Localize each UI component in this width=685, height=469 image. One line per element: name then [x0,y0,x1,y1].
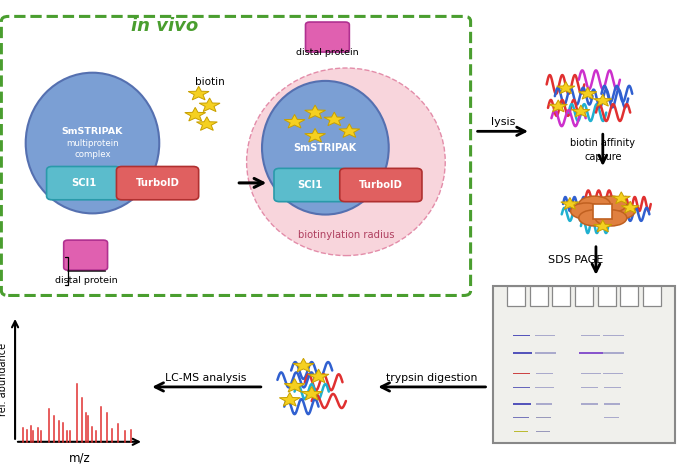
Text: biotinylation radius: biotinylation radius [298,229,394,240]
Ellipse shape [262,81,389,215]
Text: SDS PAGE: SDS PAGE [548,255,603,265]
FancyBboxPatch shape [306,22,349,52]
Polygon shape [308,369,329,383]
Polygon shape [305,129,325,142]
Polygon shape [199,98,220,112]
Polygon shape [561,197,579,209]
Ellipse shape [595,210,627,226]
Bar [513,387,530,388]
Ellipse shape [571,203,602,219]
Polygon shape [549,100,567,112]
Bar [603,352,624,354]
Polygon shape [279,393,300,406]
Ellipse shape [603,203,635,219]
Polygon shape [301,386,322,400]
Text: SmSTRIPAK: SmSTRIPAK [62,127,123,136]
Polygon shape [197,117,217,130]
Bar [581,334,600,336]
Ellipse shape [579,196,610,212]
Bar [604,417,619,418]
Text: biotin affinity
capture: biotin affinity capture [571,138,635,162]
Bar [512,352,532,354]
Bar [603,373,623,374]
Bar [536,417,551,418]
Bar [604,403,621,405]
Bar [514,431,527,432]
FancyBboxPatch shape [116,166,199,200]
FancyBboxPatch shape [340,168,422,202]
FancyBboxPatch shape [64,240,108,270]
Bar [493,286,675,443]
Polygon shape [284,114,305,128]
Bar [582,403,597,405]
Bar [620,286,638,306]
Polygon shape [284,378,305,392]
Text: multiprotein: multiprotein [66,138,119,148]
Text: LC-MS analysis: LC-MS analysis [165,372,246,383]
Bar [535,352,556,354]
Text: biotin: biotin [195,77,225,87]
FancyBboxPatch shape [274,168,347,202]
Polygon shape [579,87,597,99]
Bar [536,431,550,432]
Text: TurboID: TurboID [359,180,403,190]
Bar [513,403,532,405]
Text: rel. abundance: rel. abundance [0,342,8,416]
Text: distal protein: distal protein [55,276,118,285]
Bar [513,417,529,418]
Bar [536,403,552,405]
Bar [580,352,607,354]
Bar [603,387,621,388]
Text: distal protein: distal protein [296,48,359,57]
Text: in vivo: in vivo [131,17,198,35]
Bar [597,286,616,306]
Polygon shape [188,86,209,100]
Ellipse shape [579,210,610,226]
Polygon shape [339,124,360,137]
Bar [580,373,601,374]
Text: TurboID: TurboID [136,178,179,188]
Polygon shape [305,105,325,119]
Ellipse shape [26,73,159,213]
Polygon shape [594,220,612,232]
Ellipse shape [247,68,445,256]
Polygon shape [185,107,206,121]
Polygon shape [612,192,630,204]
Bar [581,387,599,388]
Text: SCI1: SCI1 [71,178,97,188]
Text: m/z: m/z [68,452,90,465]
FancyBboxPatch shape [47,166,121,200]
Bar [552,286,571,306]
Text: SmSTRIPAK: SmSTRIPAK [294,143,357,153]
Polygon shape [557,82,575,93]
Ellipse shape [595,196,627,212]
Polygon shape [594,94,612,106]
Text: lysis: lysis [490,117,515,127]
Bar [513,334,530,336]
Bar [575,286,593,306]
Text: trypsin digestion: trypsin digestion [386,372,477,383]
Bar [513,373,530,374]
Text: SCI1: SCI1 [297,180,323,190]
Bar [535,334,555,336]
Polygon shape [621,201,639,213]
Polygon shape [572,105,590,117]
Polygon shape [293,358,314,372]
Bar [603,334,624,336]
Bar [536,373,553,374]
Bar [530,286,548,306]
Bar [536,387,554,388]
Bar [643,286,661,306]
Text: complex: complex [74,150,111,159]
Bar [507,286,525,306]
Polygon shape [324,112,345,126]
Bar [593,204,612,219]
